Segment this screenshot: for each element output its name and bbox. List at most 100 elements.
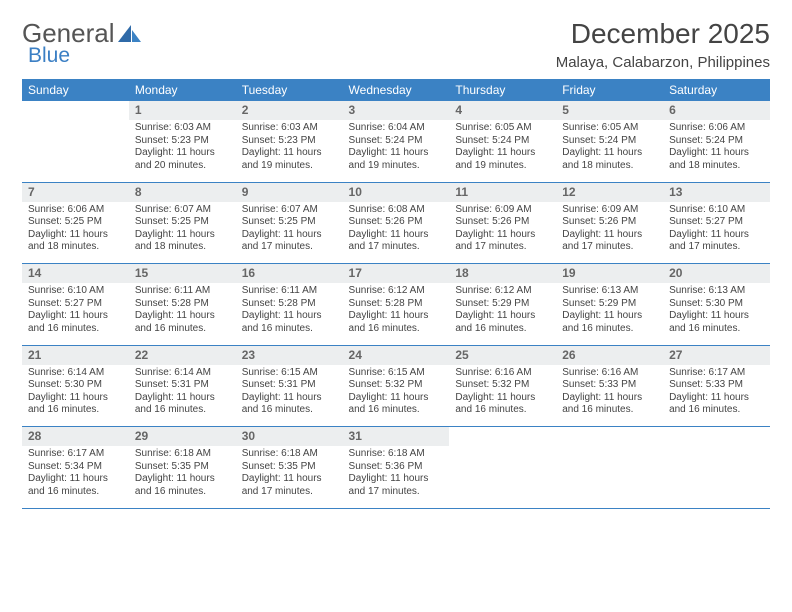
day-detail-row: Sunrise: 6:14 AMSunset: 5:30 PMDaylight:…: [22, 365, 770, 427]
daylight-text: Daylight: 11 hours and 16 minutes.: [28, 310, 123, 335]
sunset-text: Sunset: 5:24 PM: [455, 135, 550, 148]
day-number: 13: [663, 182, 770, 202]
daylight-text: Daylight: 11 hours and 18 minutes.: [28, 229, 123, 254]
day-number: 25: [449, 345, 556, 365]
daylight-text: Daylight: 11 hours and 16 minutes.: [562, 310, 657, 335]
sunset-text: Sunset: 5:27 PM: [28, 298, 123, 311]
day-number: 29: [129, 427, 236, 447]
day-cell: Sunrise: 6:13 AMSunset: 5:29 PMDaylight:…: [556, 283, 663, 345]
brand-word2: Blue: [28, 44, 70, 68]
daylight-text: Daylight: 11 hours and 16 minutes.: [28, 392, 123, 417]
location-text: Malaya, Calabarzon, Philippines: [556, 54, 770, 71]
day-cell: Sunrise: 6:07 AMSunset: 5:25 PMDaylight:…: [236, 202, 343, 264]
sunset-text: Sunset: 5:25 PM: [242, 216, 337, 229]
sunset-text: Sunset: 5:26 PM: [562, 216, 657, 229]
page-header: General December 2025 Malaya, Calabarzon…: [22, 18, 770, 71]
sunrise-text: Sunrise: 6:09 AM: [455, 204, 550, 217]
day-cell: Sunrise: 6:18 AMSunset: 5:35 PMDaylight:…: [129, 446, 236, 508]
daylight-text: Daylight: 11 hours and 16 minutes.: [562, 392, 657, 417]
sunrise-text: Sunrise: 6:07 AM: [135, 204, 230, 217]
day-cell: Sunrise: 6:09 AMSunset: 5:26 PMDaylight:…: [449, 202, 556, 264]
sunset-text: Sunset: 5:29 PM: [562, 298, 657, 311]
weekday-header: Wednesday: [343, 79, 450, 101]
daylight-text: Daylight: 11 hours and 16 minutes.: [669, 310, 764, 335]
day-number: 24: [343, 345, 450, 365]
sunset-text: Sunset: 5:25 PM: [135, 216, 230, 229]
daylight-text: Daylight: 11 hours and 17 minutes.: [455, 229, 550, 254]
daylight-text: Daylight: 11 hours and 20 minutes.: [135, 147, 230, 172]
day-cell: [556, 446, 663, 508]
sunrise-text: Sunrise: 6:15 AM: [242, 367, 337, 380]
day-number-row: 123456: [22, 101, 770, 120]
day-number: 7: [22, 182, 129, 202]
sunset-text: Sunset: 5:24 PM: [349, 135, 444, 148]
sunrise-text: Sunrise: 6:10 AM: [669, 204, 764, 217]
sunrise-text: Sunrise: 6:12 AM: [455, 285, 550, 298]
daylight-text: Daylight: 11 hours and 17 minutes.: [349, 229, 444, 254]
day-cell: Sunrise: 6:11 AMSunset: 5:28 PMDaylight:…: [129, 283, 236, 345]
sunrise-text: Sunrise: 6:16 AM: [562, 367, 657, 380]
day-number-row: 21222324252627: [22, 345, 770, 365]
day-number: 28: [22, 427, 129, 447]
day-number: 11: [449, 182, 556, 202]
sunrise-text: Sunrise: 6:14 AM: [135, 367, 230, 380]
calendar-table: SundayMondayTuesdayWednesdayThursdayFrid…: [22, 79, 770, 509]
sunrise-text: Sunrise: 6:14 AM: [28, 367, 123, 380]
day-number: 8: [129, 182, 236, 202]
sunrise-text: Sunrise: 6:07 AM: [242, 204, 337, 217]
daylight-text: Daylight: 11 hours and 16 minutes.: [349, 310, 444, 335]
daylight-text: Daylight: 11 hours and 16 minutes.: [455, 310, 550, 335]
sunrise-text: Sunrise: 6:10 AM: [28, 285, 123, 298]
day-cell: Sunrise: 6:15 AMSunset: 5:32 PMDaylight:…: [343, 365, 450, 427]
daylight-text: Daylight: 11 hours and 19 minutes.: [242, 147, 337, 172]
day-detail-row: Sunrise: 6:03 AMSunset: 5:23 PMDaylight:…: [22, 120, 770, 182]
day-cell: Sunrise: 6:17 AMSunset: 5:33 PMDaylight:…: [663, 365, 770, 427]
day-cell: Sunrise: 6:11 AMSunset: 5:28 PMDaylight:…: [236, 283, 343, 345]
day-number: 30: [236, 427, 343, 447]
day-cell: Sunrise: 6:12 AMSunset: 5:29 PMDaylight:…: [449, 283, 556, 345]
day-number: [556, 427, 663, 447]
day-number: 6: [663, 101, 770, 120]
day-cell: [22, 120, 129, 182]
daylight-text: Daylight: 11 hours and 16 minutes.: [135, 310, 230, 335]
sunrise-text: Sunrise: 6:18 AM: [135, 448, 230, 461]
daylight-text: Daylight: 11 hours and 17 minutes.: [562, 229, 657, 254]
day-number: 10: [343, 182, 450, 202]
sunset-text: Sunset: 5:27 PM: [669, 216, 764, 229]
daylight-text: Daylight: 11 hours and 17 minutes.: [242, 229, 337, 254]
weekday-header: Friday: [556, 79, 663, 101]
sunrise-text: Sunrise: 6:04 AM: [349, 122, 444, 135]
day-cell: Sunrise: 6:10 AMSunset: 5:27 PMDaylight:…: [22, 283, 129, 345]
month-title: December 2025: [556, 18, 770, 50]
day-number: 5: [556, 101, 663, 120]
day-number: 23: [236, 345, 343, 365]
day-number: 22: [129, 345, 236, 365]
sunrise-text: Sunrise: 6:13 AM: [669, 285, 764, 298]
daylight-text: Daylight: 11 hours and 16 minutes.: [669, 392, 764, 417]
sunset-text: Sunset: 5:24 PM: [562, 135, 657, 148]
day-number: 17: [343, 264, 450, 284]
sunrise-text: Sunrise: 6:13 AM: [562, 285, 657, 298]
sunset-text: Sunset: 5:32 PM: [455, 379, 550, 392]
day-number: 16: [236, 264, 343, 284]
day-cell: Sunrise: 6:18 AMSunset: 5:36 PMDaylight:…: [343, 446, 450, 508]
sunset-text: Sunset: 5:33 PM: [669, 379, 764, 392]
day-number: 3: [343, 101, 450, 120]
day-number: 18: [449, 264, 556, 284]
sunrise-text: Sunrise: 6:09 AM: [562, 204, 657, 217]
sunrise-text: Sunrise: 6:12 AM: [349, 285, 444, 298]
daylight-text: Daylight: 11 hours and 16 minutes.: [135, 392, 230, 417]
day-cell: Sunrise: 6:16 AMSunset: 5:33 PMDaylight:…: [556, 365, 663, 427]
sunset-text: Sunset: 5:35 PM: [135, 461, 230, 474]
day-cell: [663, 446, 770, 508]
sunset-text: Sunset: 5:32 PM: [349, 379, 444, 392]
sunset-text: Sunset: 5:35 PM: [242, 461, 337, 474]
day-cell: Sunrise: 6:05 AMSunset: 5:24 PMDaylight:…: [556, 120, 663, 182]
daylight-text: Daylight: 11 hours and 16 minutes.: [135, 473, 230, 498]
weekday-header: Sunday: [22, 79, 129, 101]
day-number: [22, 101, 129, 120]
day-cell: Sunrise: 6:14 AMSunset: 5:30 PMDaylight:…: [22, 365, 129, 427]
sunset-text: Sunset: 5:26 PM: [455, 216, 550, 229]
day-cell: Sunrise: 6:04 AMSunset: 5:24 PMDaylight:…: [343, 120, 450, 182]
day-number: 31: [343, 427, 450, 447]
